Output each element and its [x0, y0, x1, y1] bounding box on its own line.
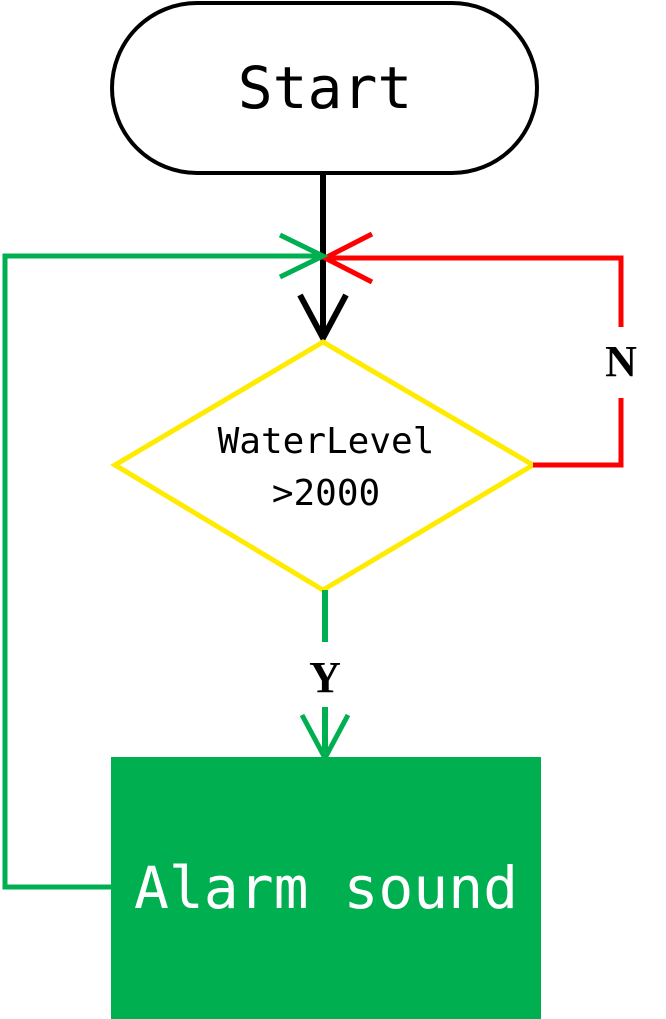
loop-back-arrowhead	[278, 232, 329, 280]
yes-label: Y	[309, 653, 341, 702]
start-node: Start	[110, 1, 539, 175]
no-branch-line-lower	[533, 398, 624, 468]
start-to-decision-arrowhead	[297, 293, 349, 345]
no-branch-arrowhead	[319, 231, 374, 285]
start-label: Start	[238, 54, 413, 122]
decision-label-line1: WaterLevel	[218, 421, 435, 462]
decision-label-line2: >2000	[272, 473, 380, 514]
no-label: N	[605, 337, 637, 386]
action-node: Alarm sound	[111, 757, 541, 1019]
yes-branch-arrow: Y	[299, 590, 351, 764]
no-branch-arrow: N	[319, 231, 637, 468]
decision-shape	[110, 339, 538, 593]
loop-back-line	[2, 253, 323, 890]
no-branch-line-upper	[325, 255, 624, 327]
decision-node: WaterLevel >2000	[110, 339, 538, 593]
action-shape	[111, 757, 541, 1019]
action-label: Alarm sound	[134, 854, 518, 922]
loop-back-arrow	[2, 232, 329, 890]
